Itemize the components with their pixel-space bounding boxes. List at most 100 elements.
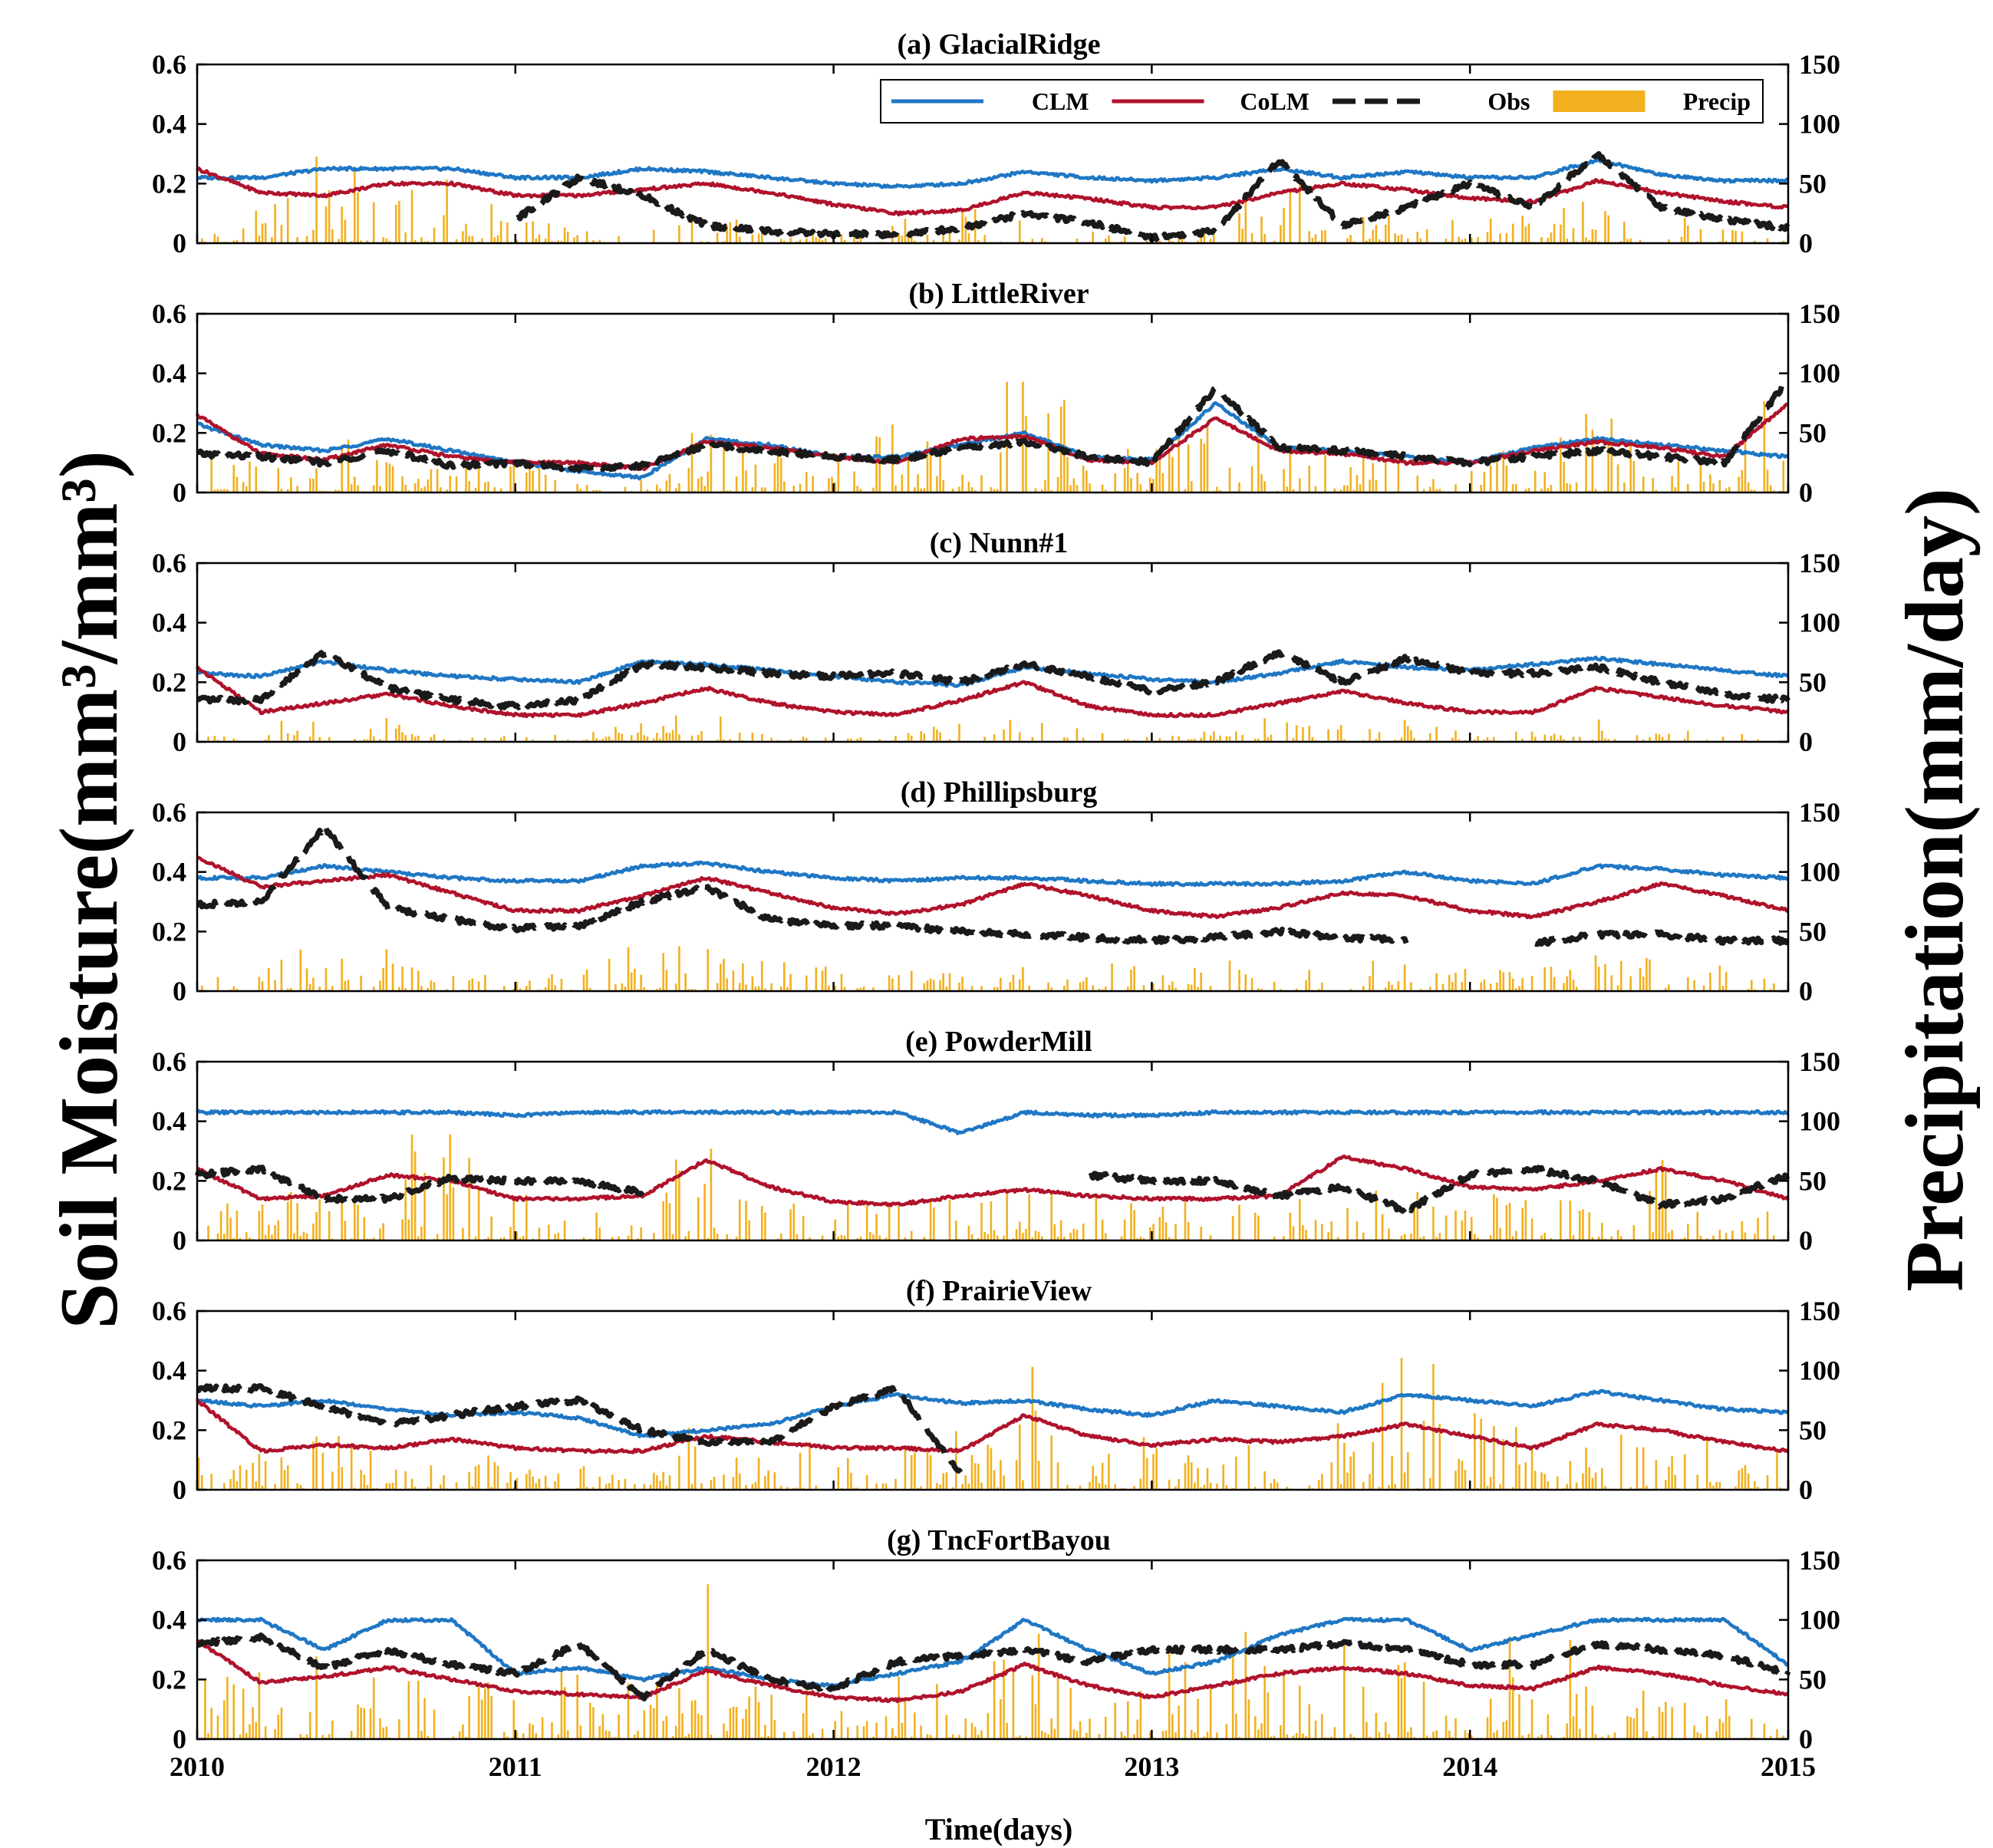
y2-tick-label: 0: [1799, 1474, 1813, 1505]
series-obs-line: [196, 822, 1409, 946]
series-clm-line: [196, 1616, 1790, 1688]
panel-4: 0 0.2 0.4 0.6 0 50 100 150 (d) Phillipsburg: [152, 776, 1840, 1006]
panel-title: (g) TncFortBayou: [887, 1524, 1111, 1556]
y2-tick-label: 0: [1799, 976, 1813, 1006]
y-tick-label: 0.2: [152, 1165, 186, 1196]
y2-tick-label: 0: [1799, 726, 1813, 757]
panel-title: (c) Nunn#1: [930, 527, 1069, 559]
y2-tick-label: 150: [1799, 49, 1840, 80]
series-clm-line: [196, 1108, 1789, 1135]
series-obs-line: [194, 1164, 645, 1204]
y2-tick-label: 100: [1799, 109, 1840, 140]
y2-tick-label: 0: [1799, 1225, 1813, 1256]
panel-title: (d) Phillipsburg: [901, 776, 1098, 809]
panel-title: (b) LittleRiver: [908, 278, 1089, 310]
panel-1: 0 0.2 0.4 0.6 0 50 100 150 (a) GlacialRidge CLM Co…: [152, 28, 1840, 259]
x-tick-label: 2014: [1442, 1751, 1497, 1782]
panel-2: 0 0.2 0.4 0.6 0 50 100 150 (b) LittleRiver: [152, 278, 1840, 508]
y-tick-label: 0.6: [152, 1545, 186, 1576]
y-tick-label: 0.4: [152, 1356, 186, 1386]
precip-bars: [204, 1584, 1785, 1739]
y-tick-label: 0.6: [152, 298, 186, 329]
y2-tick-label: 100: [1799, 1356, 1840, 1386]
series-obs-line: [1533, 929, 1790, 947]
precip-bars: [207, 1134, 1775, 1240]
panel-title: (f) PrairieView: [906, 1275, 1092, 1307]
x-tick-label: 2015: [1761, 1751, 1816, 1782]
axes-box: [196, 312, 1790, 494]
series-clm-line: [196, 860, 1789, 888]
panel-title: (e) PowderMill: [905, 1026, 1092, 1058]
series-clm-line: [196, 157, 1789, 189]
series-obs-line: [196, 1383, 964, 1474]
y2-tick-label: 150: [1799, 1296, 1840, 1326]
y-tick-label: 0.6: [152, 1046, 186, 1077]
panel-title: (a) GlacialRidge: [898, 28, 1101, 61]
y2-axis-label: Precipitation(mm/day): [1889, 488, 1981, 1292]
y2-tick-label: 100: [1799, 608, 1840, 638]
y-tick-label: 0.4: [152, 1106, 186, 1137]
y2-tick-label: 150: [1799, 548, 1840, 578]
series-obs-line: [196, 377, 1790, 473]
series-colm-line: [196, 665, 1790, 719]
y-tick-label: 0.2: [152, 417, 186, 448]
x-tick-label: 2010: [170, 1751, 225, 1782]
legend-label: CLM: [1032, 87, 1089, 115]
y-tick-label: 0.6: [152, 797, 186, 828]
series-colm-line: [196, 855, 1789, 920]
axes-box: [196, 1309, 1790, 1491]
y2-tick-label: 50: [1799, 417, 1827, 448]
y-tick-label: 0.2: [152, 1415, 186, 1445]
legend-box: [880, 79, 1764, 124]
y2-tick-label: 0: [1799, 228, 1813, 259]
y2-tick-label: 150: [1799, 1545, 1840, 1576]
panel-3: 0 0.2 0.4 0.6 0 50 100 150 (c) Nunn#1: [152, 527, 1840, 757]
x-tick-label: 2013: [1124, 1751, 1179, 1782]
x-axis-label: Time(days): [925, 1812, 1073, 1846]
y2-tick-label: 50: [1799, 1664, 1827, 1695]
y2-tick-label: 50: [1799, 667, 1827, 697]
axes-box: [196, 562, 1790, 743]
y-tick-label: 0: [173, 1724, 186, 1754]
axes-box: [196, 1060, 1790, 1242]
y2-tick-label: 100: [1799, 857, 1840, 888]
y-tick-label: 0.2: [152, 1664, 186, 1695]
legend-label: Precip: [1683, 87, 1751, 115]
legend-swatch: [1553, 91, 1645, 112]
y-tick-label: 0: [173, 1474, 186, 1505]
y-tick-label: 0.4: [152, 109, 186, 140]
y2-tick-label: 150: [1799, 298, 1840, 329]
axes-box: [196, 63, 1790, 245]
y-axis-label: Soil Moisture(mm³/mm³): [44, 450, 135, 1329]
y2-tick-label: 150: [1799, 797, 1840, 828]
y2-tick-label: 100: [1799, 358, 1840, 389]
series-obs-line: [516, 151, 1790, 243]
panels: 0 0.2 0.4 0.6 0 50 100 150 (a) GlacialRidge CLM Co…: [152, 28, 1840, 1782]
series-colm-line: [196, 1398, 1790, 1454]
y2-tick-label: 0: [1799, 1724, 1813, 1754]
y-tick-label: 0.2: [152, 916, 186, 947]
y-tick-label: 0: [173, 726, 186, 757]
legend: CLM CoLM Obs Precip: [880, 79, 1764, 124]
y-tick-label: 0.4: [152, 358, 186, 389]
y2-tick-label: 100: [1799, 1605, 1840, 1636]
y2-tick-label: 100: [1799, 1106, 1840, 1137]
series-colm-line: [195, 402, 1789, 472]
series-clm-line: [196, 400, 1789, 481]
y2-tick-label: 0: [1799, 477, 1813, 508]
series-obs-line: [196, 1632, 1791, 1701]
y2-tick-label: 150: [1799, 1046, 1840, 1077]
panel-6: 0 0.2 0.4 0.6 0 50 100 150 (f) PrairieView: [152, 1275, 1840, 1505]
y-tick-label: 0: [173, 1225, 186, 1256]
axes-box: [196, 811, 1790, 993]
legend-label: Obs: [1487, 87, 1530, 115]
y-tick-label: 0.4: [152, 1605, 186, 1636]
y2-tick-label: 50: [1799, 1415, 1827, 1445]
y2-tick-label: 50: [1799, 916, 1827, 947]
x-tick-label: 2012: [806, 1751, 861, 1782]
series-obs-line: [196, 649, 1790, 711]
y-tick-label: 0: [173, 976, 186, 1006]
y2-tick-label: 50: [1799, 168, 1827, 199]
series-colm-line: [196, 1155, 1790, 1207]
y-tick-label: 0: [173, 477, 186, 508]
